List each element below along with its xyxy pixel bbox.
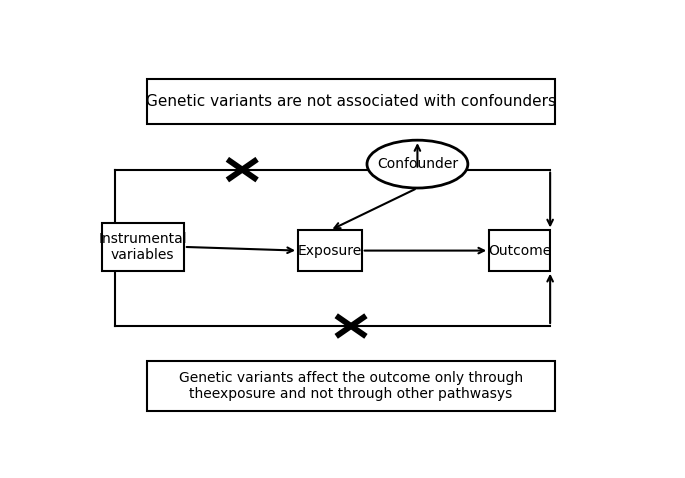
Text: Confounder: Confounder — [377, 157, 458, 171]
Text: Instrumental
variables: Instrumental variables — [99, 232, 187, 262]
Text: Exposure: Exposure — [298, 244, 362, 258]
Text: Genetic variants affect the outcome only through
theexposure and not through oth: Genetic variants affect the outcome only… — [179, 371, 523, 401]
Text: Genetic variants are not associated with confounders: Genetic variants are not associated with… — [146, 94, 556, 109]
Text: Outcome: Outcome — [488, 244, 551, 258]
Ellipse shape — [367, 140, 468, 188]
FancyBboxPatch shape — [298, 230, 362, 271]
FancyBboxPatch shape — [489, 230, 550, 271]
FancyBboxPatch shape — [147, 361, 556, 411]
FancyBboxPatch shape — [147, 79, 556, 124]
FancyBboxPatch shape — [101, 223, 184, 271]
